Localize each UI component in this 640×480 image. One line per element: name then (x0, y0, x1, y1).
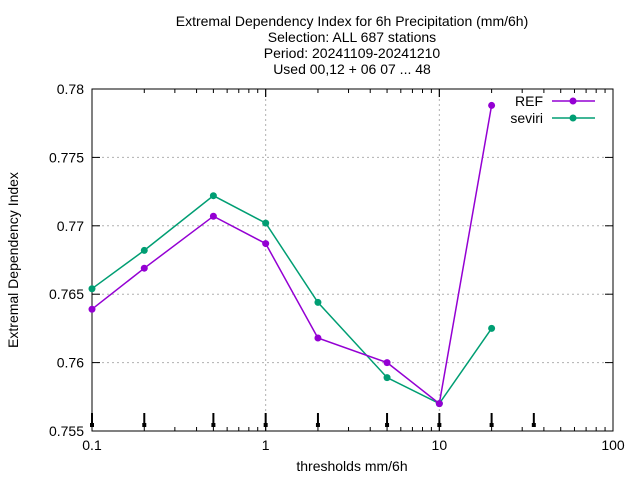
x-axis-label: thresholds mm/6h (296, 458, 407, 474)
x-tick-label: 1 (262, 437, 270, 453)
axis-ticks (91, 88, 614, 432)
threshold-marker-dot (142, 423, 147, 427)
data-point-seviri (314, 298, 322, 306)
gridlines (92, 89, 613, 431)
chart-title-line: Used 00,12 + 06 07 ... 48 (273, 61, 431, 77)
data-point-seviri (262, 219, 270, 227)
chart-title-line: Period: 20241109-20241210 (264, 45, 441, 61)
threshold-marker-dot (263, 423, 268, 427)
threshold-marker-dot (437, 423, 442, 427)
series-line-REF (91, 105, 493, 405)
threshold-marker-dot (531, 423, 536, 427)
data-series (88, 101, 496, 408)
y-tick-label: 0.76 (57, 355, 84, 371)
y-tick-label: 0.77 (57, 218, 84, 234)
threshold-markers (90, 413, 536, 427)
data-point-REF (488, 101, 496, 109)
data-point-seviri (88, 285, 96, 293)
chart-title-line: Extremal Dependency Index for 6h Precipi… (176, 13, 529, 29)
legend-label-REF: REF (515, 93, 543, 109)
data-point-REF (88, 305, 96, 313)
x-tick-label: 100 (601, 437, 625, 453)
threshold-marker-dot (489, 423, 494, 427)
legend-marker-REF (569, 97, 577, 105)
data-point-seviri (383, 374, 391, 382)
data-point-REF (140, 264, 148, 272)
threshold-marker-dot (211, 423, 216, 427)
y-tick-label: 0.755 (49, 423, 84, 439)
y-axis-label: Extremal Dependency Index (5, 172, 21, 348)
data-point-REF (262, 240, 270, 248)
data-point-REF (314, 334, 322, 342)
legend-label-seviri: seviri (510, 110, 543, 126)
data-point-REF (383, 359, 391, 367)
y-tick-label: 0.765 (49, 286, 84, 302)
series-line-seviri (91, 194, 493, 405)
threshold-marker-dot (385, 423, 390, 427)
x-tick-label: 0.1 (82, 437, 102, 453)
data-point-seviri (209, 192, 217, 200)
data-point-seviri (140, 246, 148, 254)
axis-tick-labels: 0.755 0.76 0.765 0.77 0.775 0.78 0.1 1 10 100 (49, 81, 625, 453)
chart-title-line: Selection: ALL 687 stations (268, 29, 436, 45)
threshold-marker-dot (315, 423, 320, 427)
chart-title: Extremal Dependency Index for 6h Precipi… (176, 13, 529, 77)
plot-frame (91, 88, 614, 432)
data-point-REF (435, 400, 443, 408)
y-tick-label: 0.78 (57, 81, 84, 97)
data-point-seviri (488, 324, 496, 332)
threshold-marker-dot (90, 423, 94, 427)
x-tick-label: 10 (432, 437, 448, 453)
data-point-REF (209, 212, 217, 220)
legend-marker-seviri (569, 114, 577, 122)
y-tick-label: 0.775 (49, 149, 84, 165)
